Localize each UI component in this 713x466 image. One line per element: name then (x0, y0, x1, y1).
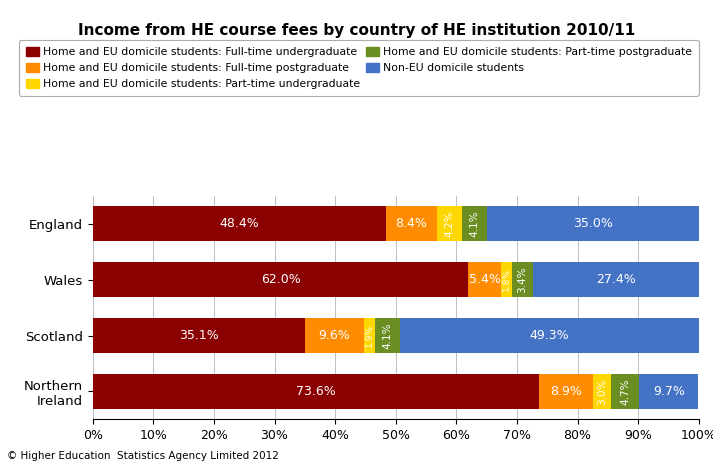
Bar (364, 318, 375, 353)
Text: 48.4%: 48.4% (220, 217, 260, 230)
Text: 35.0%: 35.0% (573, 217, 613, 230)
Legend: Home and EU domicile students: Full-time undergraduate, Home and EU domicile stu: Home and EU domicile students: Full-time… (19, 40, 699, 96)
Text: 8.9%: 8.9% (550, 385, 582, 398)
Text: 35.1%: 35.1% (179, 329, 219, 342)
Bar (468, 262, 501, 297)
Text: 4.1%: 4.1% (470, 211, 480, 237)
Bar (462, 206, 487, 241)
Text: 9.6%: 9.6% (319, 329, 350, 342)
Text: 62.0%: 62.0% (261, 273, 300, 286)
Bar (400, 318, 699, 353)
Bar (512, 262, 533, 297)
Bar (375, 318, 400, 353)
Text: 4.7%: 4.7% (620, 378, 630, 404)
Text: © Higher Education  Statistics Agency Limited 2012: © Higher Education Statistics Agency Lim… (7, 452, 279, 461)
Bar (93, 206, 386, 241)
Bar (640, 374, 698, 409)
Text: 3.4%: 3.4% (518, 267, 528, 293)
Text: 4.2%: 4.2% (445, 211, 455, 237)
Bar (501, 262, 512, 297)
Text: Income from HE course fees by country of HE institution 2010/11: Income from HE course fees by country of… (78, 23, 635, 38)
Bar (386, 206, 437, 241)
Bar (611, 374, 640, 409)
Bar (93, 318, 305, 353)
Bar (93, 262, 468, 297)
Text: 1.9%: 1.9% (365, 324, 374, 347)
Text: 49.3%: 49.3% (530, 329, 569, 342)
Bar (437, 206, 462, 241)
Text: 1.8%: 1.8% (502, 268, 511, 291)
Bar (539, 374, 593, 409)
Bar (93, 374, 539, 409)
Text: 3.0%: 3.0% (597, 378, 607, 404)
Bar (487, 206, 699, 241)
Text: 5.4%: 5.4% (469, 273, 501, 286)
Text: 27.4%: 27.4% (596, 273, 635, 286)
Bar (305, 318, 364, 353)
Text: 8.4%: 8.4% (396, 217, 427, 230)
Text: 9.7%: 9.7% (653, 385, 684, 398)
Bar (593, 374, 611, 409)
Text: 4.1%: 4.1% (383, 322, 393, 349)
Text: 73.6%: 73.6% (296, 385, 336, 398)
Bar (533, 262, 699, 297)
